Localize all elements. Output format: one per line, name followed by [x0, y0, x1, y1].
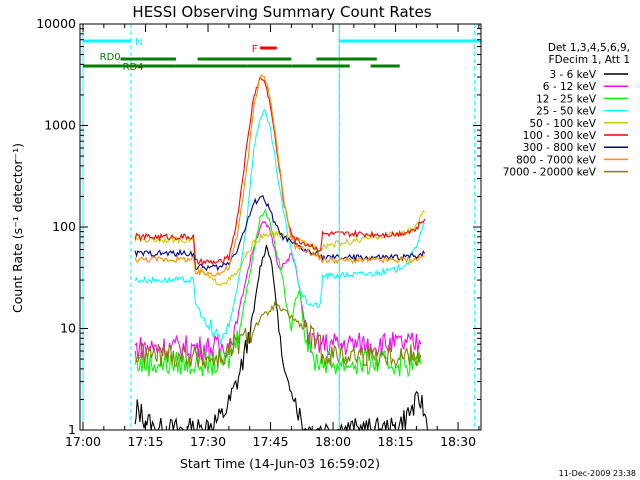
x-axis-label: Start Time (14-Jun-03 16:59:02)	[180, 456, 380, 471]
legend-entry-label: 50 - 100 keV	[529, 118, 596, 130]
series-line-5	[134, 210, 426, 287]
y-tick-label: 10	[60, 321, 76, 336]
series-line-6	[134, 76, 426, 267]
series-line-4	[134, 108, 426, 345]
y-tick-label: 10000	[36, 16, 76, 31]
night-label: N	[135, 37, 142, 48]
series-line-7	[134, 194, 426, 272]
legend-entry-label: 7000 - 20000 keV	[503, 167, 597, 179]
rd4-label: RD4	[123, 62, 144, 73]
legend: Det 1,3,4,5,6,9,FDecim 1, Att 1 3 - 6 keV…	[503, 42, 630, 179]
flare-label: F	[252, 44, 258, 55]
legend-entry-label: 3 - 6 keV	[549, 69, 596, 81]
x-tick-label: 17:15	[127, 434, 163, 449]
x-tick-label: 17:00	[65, 434, 101, 449]
x-tick-label: 17:45	[253, 434, 289, 449]
series-line-2	[134, 221, 422, 361]
series-line-9	[134, 300, 422, 369]
legend-entry-label: 100 - 300 keV	[523, 130, 597, 142]
x-tick-label: 18:15	[378, 434, 414, 449]
chart-title: HESSI Observing Summary Count Rates	[132, 3, 431, 21]
rd0-label: RD0	[100, 52, 121, 63]
legend-entry-label: 25 - 50 keV	[536, 106, 597, 118]
legend-entry-label: 300 - 800 keV	[523, 142, 597, 154]
legend-header-line: Det 1,3,4,5,6,9,	[548, 42, 630, 54]
y-tick-label: 100	[52, 219, 76, 234]
axes-layer: 17:00 17:15 17:30 17:45 18:00 18:15 18:30 1 10 10…	[36, 16, 482, 449]
x-tick-label: 17:30	[190, 434, 226, 449]
x-tick-label: 18:00	[315, 434, 351, 449]
series-layer	[134, 73, 429, 433]
y-tick-label: 1000	[44, 118, 76, 133]
legend-entry-label: 12 - 25 keV	[536, 93, 597, 105]
series-line-3	[134, 208, 422, 378]
series-line-8	[134, 73, 425, 277]
y-tick-label: 1	[68, 422, 76, 437]
y-axis-label: Count Rate (s⁻¹ detector⁻¹)	[10, 143, 25, 313]
legend-entry-label: 800 - 7000 keV	[516, 154, 597, 166]
legend-entry-label: 6 - 12 keV	[543, 81, 597, 93]
legend-header-line: FDecim 1, Att 1	[549, 54, 630, 66]
plot-frame	[79, 23, 482, 431]
x-tick-label: 18:30	[440, 434, 476, 449]
plot-timestamp: 11-Dec-2009 23:38	[559, 469, 636, 478]
